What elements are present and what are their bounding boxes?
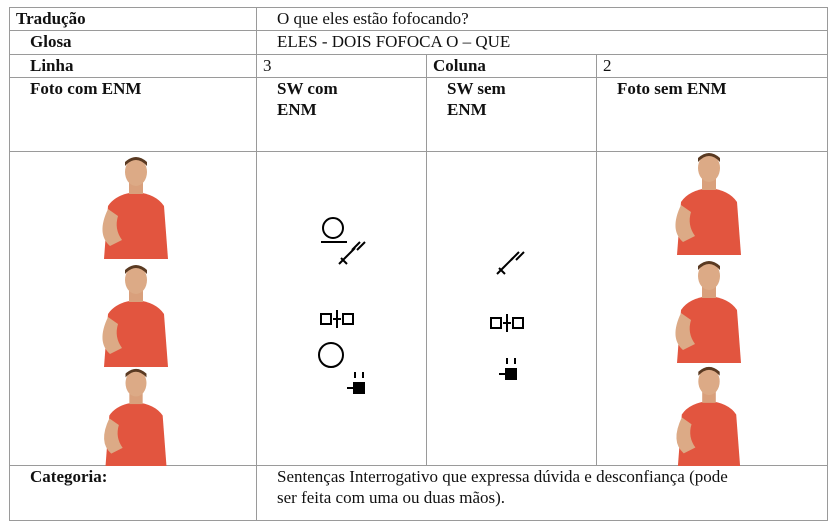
- signwriting-cell: [426, 151, 597, 466]
- signwriting-cell: [256, 151, 427, 466]
- header-cell: SW com ENM: [256, 77, 427, 152]
- value-cell: 3: [256, 54, 427, 78]
- header-cell: Foto sem ENM: [595, 77, 828, 152]
- label-cell: Glosa: [9, 30, 257, 55]
- photos-without-enm: [675, 153, 741, 466]
- label-cell: Categoria:: [9, 465, 257, 521]
- header-cell: Foto com ENM: [9, 77, 257, 152]
- photo-cell: [595, 151, 828, 466]
- value-cell: ELES - DOIS FOFOCA O – QUE: [255, 30, 828, 55]
- photo-cell: [9, 151, 257, 466]
- signwriting-without-enm: [490, 251, 525, 380]
- value-cell: O que eles estão fofocando?: [255, 7, 828, 31]
- sign-table: Tradução O que eles estão fofocando? Glo…: [9, 7, 828, 521]
- photos-with-enm: [102, 157, 168, 466]
- value-cell: 2: [595, 54, 828, 78]
- signwriting-with-enm: [318, 217, 366, 394]
- label-cell: Coluna: [426, 54, 597, 78]
- value-cell: Sentenças Interrogativo que expressa dúv…: [255, 465, 828, 521]
- header-cell: SW sem ENM: [426, 77, 597, 152]
- label-cell: Tradução: [9, 7, 257, 31]
- label-cell: Linha: [9, 54, 257, 78]
